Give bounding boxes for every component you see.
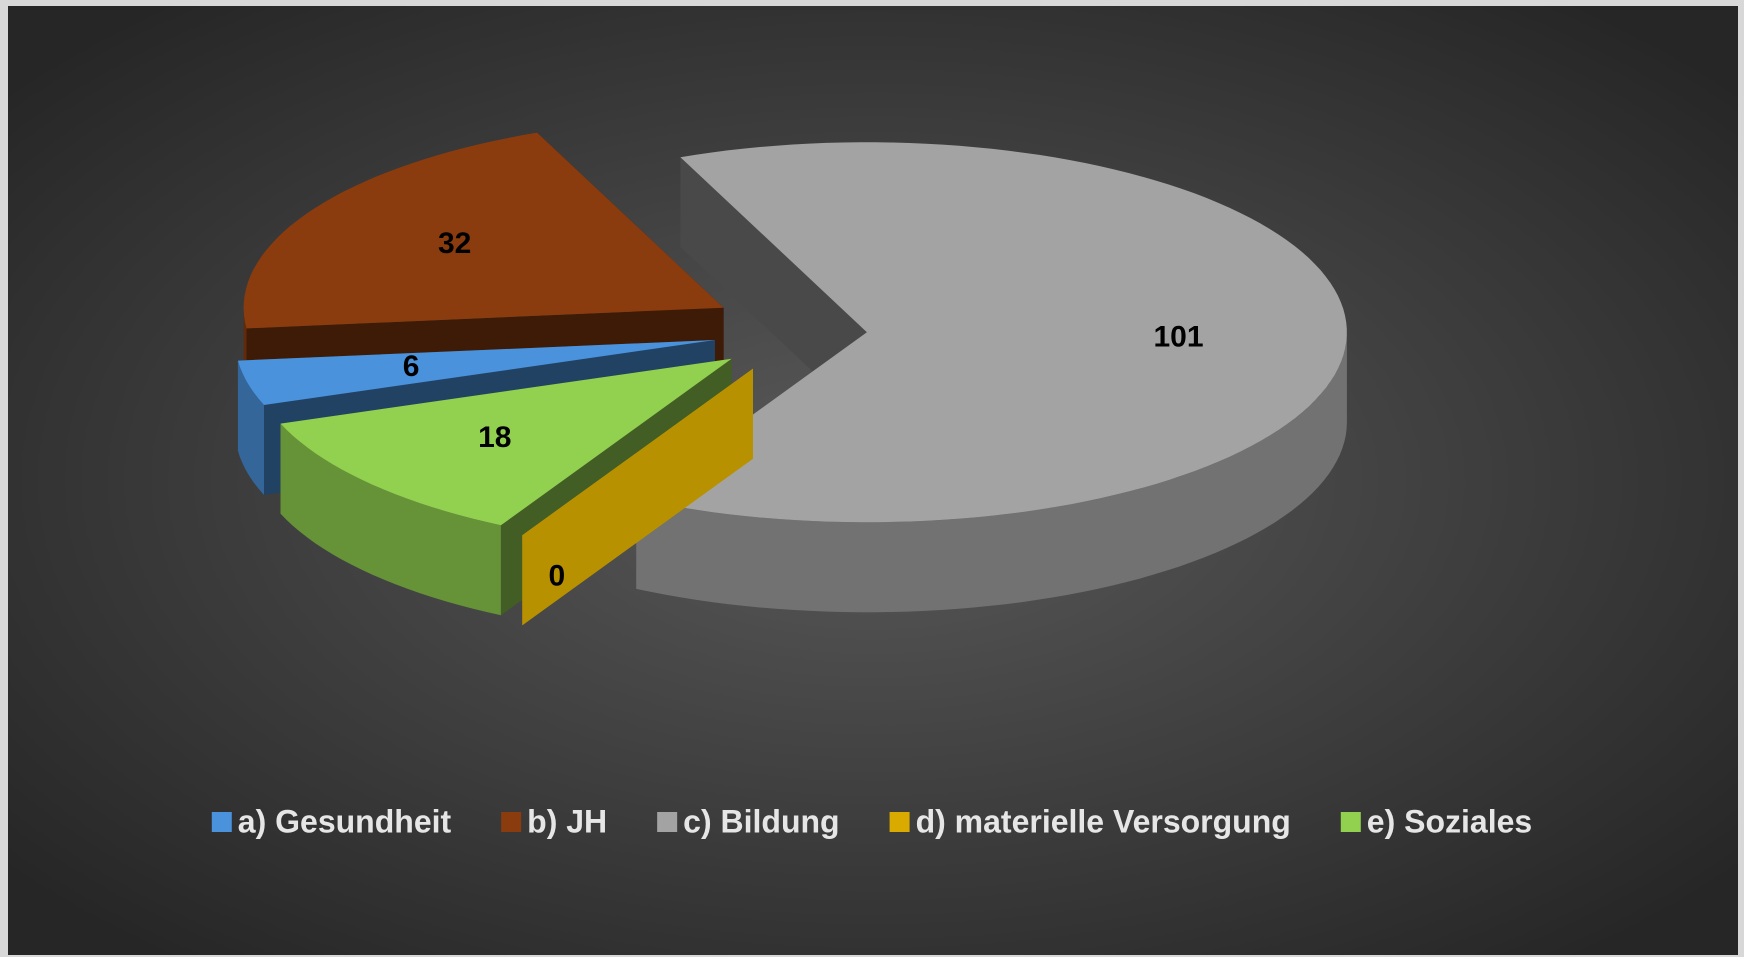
slice-top [636,142,1347,523]
legend-marker [1340,812,1361,832]
slice-top [243,132,724,329]
legend-marker [211,812,232,832]
legend-label: e) Soziales [1367,803,1532,839]
slice-wall [680,157,867,423]
legend-marker [501,812,522,832]
pie: 6 32 101 0 18 [237,132,1347,626]
legend-label: b) JH [527,803,607,839]
slice [522,368,753,626]
slice-wall [522,368,753,626]
slice-side [280,423,501,616]
data-label: 6 [403,350,420,383]
data-label: 18 [478,421,511,454]
legend-label: c) Bildung [683,803,839,839]
slice [636,142,1347,613]
slice-top [237,340,715,405]
slice-top [280,358,732,526]
legend-marker [657,812,678,832]
slice-side [636,332,1347,613]
legend-label: a) Gesundheit [238,803,452,839]
legend: a) Gesundheit b) JH c) Bildung d) materiell… [211,803,1532,839]
slice-side [237,360,264,495]
legend-label: d) materielle Versorgung [916,803,1291,839]
data-label: 101 [1153,320,1203,353]
legend-marker [889,812,910,832]
data-label: 32 [438,227,471,260]
data-label: 0 [549,560,566,593]
